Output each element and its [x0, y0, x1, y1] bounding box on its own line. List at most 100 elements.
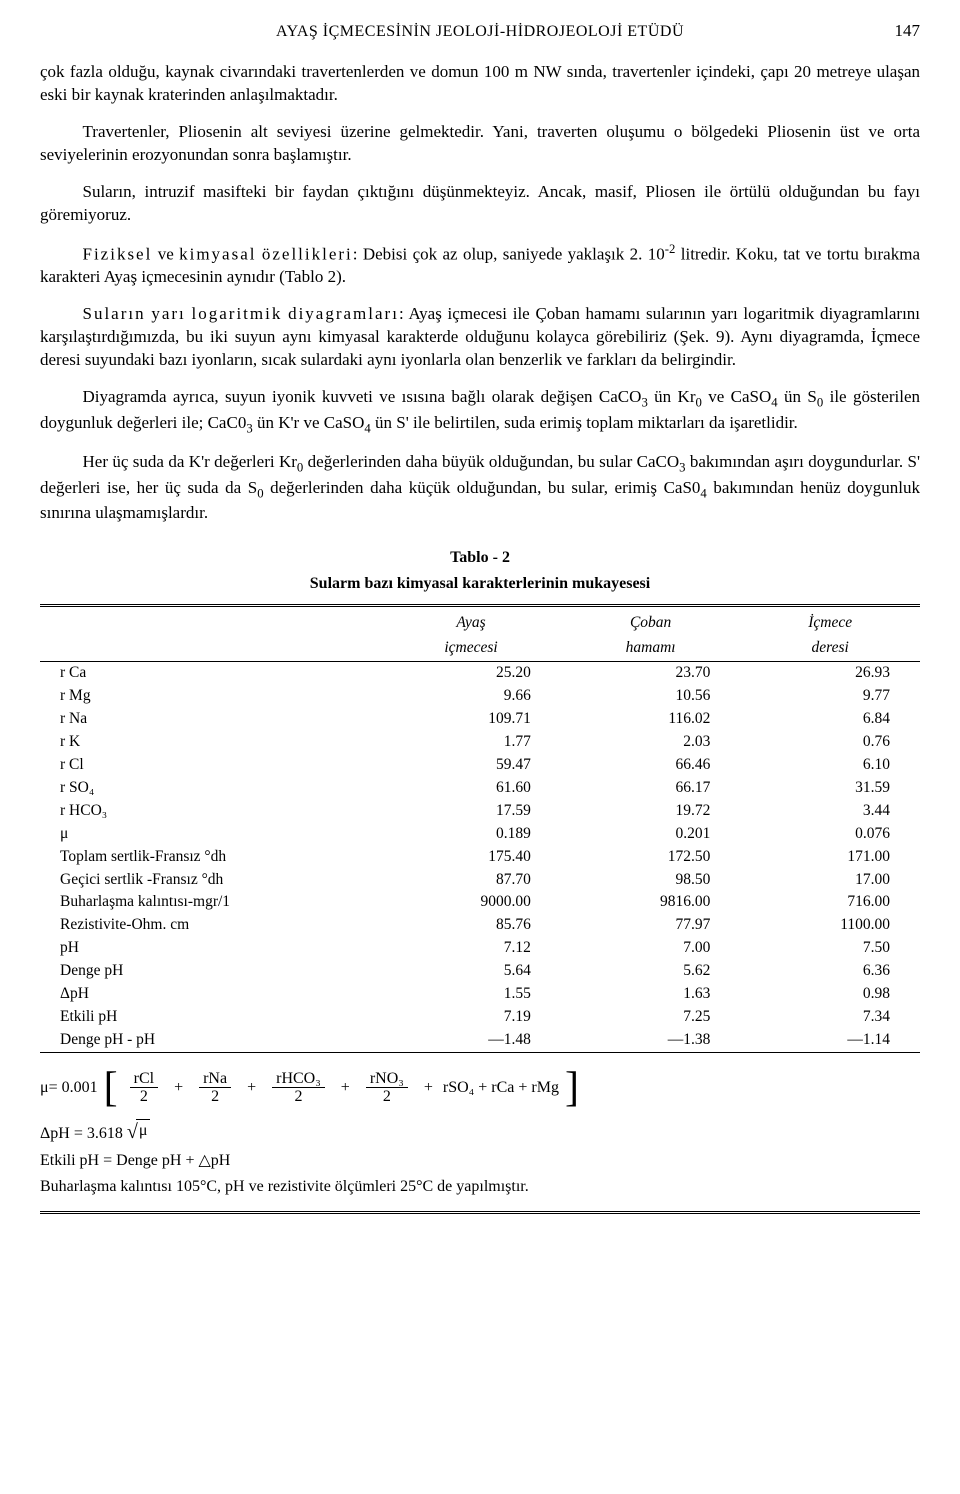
cell: —1.14	[740, 1029, 920, 1052]
row-label: Rezistivite-Ohm. cm	[40, 914, 381, 937]
table-row: μ0.1890.2010.076	[40, 823, 920, 846]
cell: 172.50	[561, 846, 741, 869]
cell: 7.34	[740, 1006, 920, 1029]
cell: 23.70	[561, 662, 741, 685]
table-row: Denge pH5.645.626.36	[40, 960, 920, 983]
row-label: Denge pH	[40, 960, 381, 983]
cell: 7.00	[561, 937, 741, 960]
cell: 66.46	[561, 754, 741, 777]
row-label: Geçici sertlik -Fransız °dh	[40, 869, 381, 892]
table-row: r K1.772.030.76	[40, 731, 920, 754]
table-row: Toplam sertlik-Fransız °dh175.40172.5017…	[40, 846, 920, 869]
cell: 19.72	[561, 800, 741, 823]
table-row: r Ca25.2023.7026.93	[40, 662, 920, 685]
cell: 85.76	[381, 914, 561, 937]
cell: 6.36	[740, 960, 920, 983]
mu-formula: μ= 0.001 [ rCl2 + rNa2 + rHCO₃2 + rNO₃2 …	[40, 1067, 920, 1109]
cell: 87.70	[381, 869, 561, 892]
row-label: ΔpH	[40, 983, 381, 1006]
paragraph-3: Suların, intruzif masifteki bir faydan ç…	[40, 181, 920, 227]
cell: 6.10	[740, 754, 920, 777]
table-row: r HCO₃17.5919.723.44	[40, 800, 920, 823]
cell: 9000.00	[381, 891, 561, 914]
table-row: Denge pH - pH—1.48—1.38—1.14	[40, 1029, 920, 1052]
cell: 10.56	[561, 685, 741, 708]
paragraph-6: Diyagramda ayrıca, suyun iyonik kuvveti …	[40, 386, 920, 437]
cell: 5.64	[381, 960, 561, 983]
row-label: r Ca	[40, 662, 381, 685]
paragraph-5: Suların yarı logaritmik diyagramları: Ay…	[40, 303, 920, 372]
cell: 109.71	[381, 708, 561, 731]
col-header: Çoban	[561, 606, 741, 636]
row-label: Buharlaşma kalıntısı-mgr/1	[40, 891, 381, 914]
cell: 66.17	[561, 777, 741, 800]
cell: 98.50	[561, 869, 741, 892]
cell: 17.59	[381, 800, 561, 823]
cell: 77.97	[561, 914, 741, 937]
cell: 0.189	[381, 823, 561, 846]
row-label: r HCO₃	[40, 800, 381, 823]
cell: 3.44	[740, 800, 920, 823]
cell: 31.59	[740, 777, 920, 800]
cell: 9.66	[381, 685, 561, 708]
cell: 0.98	[740, 983, 920, 1006]
cell: 716.00	[740, 891, 920, 914]
col-header: hamamı	[561, 636, 741, 661]
dph-formula: ΔpH = 3.618 √μ	[40, 1119, 920, 1146]
paragraph-4: Fiziksel ve kimyasal özellikleri: Debisi…	[40, 241, 920, 290]
cell: 7.50	[740, 937, 920, 960]
cell: 1.77	[381, 731, 561, 754]
cell: 26.93	[740, 662, 920, 685]
cell: 0.076	[740, 823, 920, 846]
col-header: Ayaş	[381, 606, 561, 636]
cell: 175.40	[381, 846, 561, 869]
formula-block: μ= 0.001 [ rCl2 + rNa2 + rHCO₃2 + rNO₃2 …	[40, 1067, 920, 1214]
cell: 1100.00	[740, 914, 920, 937]
table-row: Rezistivite-Ohm. cm85.7677.971100.00	[40, 914, 920, 937]
cell: 0.76	[740, 731, 920, 754]
cell: 7.19	[381, 1006, 561, 1029]
table-row: r Cl59.4766.466.10	[40, 754, 920, 777]
row-label: Etkili pH	[40, 1006, 381, 1029]
table-row: Etkili pH7.197.257.34	[40, 1006, 920, 1029]
table-row: ΔpH1.551.630.98	[40, 983, 920, 1006]
cell: 1.63	[561, 983, 741, 1006]
cell: 9816.00	[561, 891, 741, 914]
cell: 116.02	[561, 708, 741, 731]
row-label: r Cl	[40, 754, 381, 777]
cell: 61.60	[381, 777, 561, 800]
cell: 6.84	[740, 708, 920, 731]
row-label: pH	[40, 937, 381, 960]
cell: —1.48	[381, 1029, 561, 1052]
cell: 5.62	[561, 960, 741, 983]
table-subtitle: Sularm bazı kimyasal karakterlerinin muk…	[40, 573, 920, 595]
row-label: r K	[40, 731, 381, 754]
cell: 9.77	[740, 685, 920, 708]
col-header: deresi	[740, 636, 920, 661]
effective-ph-formula: Etkili pH = Denge pH + △pH	[40, 1150, 920, 1172]
paragraph-1: çok fazla olduğu, kaynak civarındaki tra…	[40, 61, 920, 107]
cell: 25.20	[381, 662, 561, 685]
row-label: r Mg	[40, 685, 381, 708]
cell: 59.47	[381, 754, 561, 777]
paragraph-2: Travertenler, Pliosenin alt seviyesi üze…	[40, 121, 920, 167]
table-row: r Mg9.6610.569.77	[40, 685, 920, 708]
cell: 1.55	[381, 983, 561, 1006]
row-label: μ	[40, 823, 381, 846]
row-label: Denge pH - pH	[40, 1029, 381, 1052]
cell: —1.38	[561, 1029, 741, 1052]
table-title: Tablo - 2	[40, 547, 920, 569]
cell: 2.03	[561, 731, 741, 754]
comparison-table: Ayaş Çoban İçmece içmecesi hamamı deresi…	[40, 604, 920, 1053]
row-label: r SO₄	[40, 777, 381, 800]
cell: 7.12	[381, 937, 561, 960]
row-label: Toplam sertlik-Fransız °dh	[40, 846, 381, 869]
col-header: içmecesi	[381, 636, 561, 661]
table-row: Geçici sertlik -Fransız °dh87.7098.5017.…	[40, 869, 920, 892]
footnote: Buharlaşma kalıntısı 105°C, pH ve rezist…	[40, 1176, 920, 1198]
cell: 171.00	[740, 846, 920, 869]
cell: 17.00	[740, 869, 920, 892]
paragraph-7: Her üç suda da K'r değerleri Kr0 değerle…	[40, 451, 920, 525]
table-row: r Na109.71116.026.84	[40, 708, 920, 731]
table-row: Buharlaşma kalıntısı-mgr/19000.009816.00…	[40, 891, 920, 914]
